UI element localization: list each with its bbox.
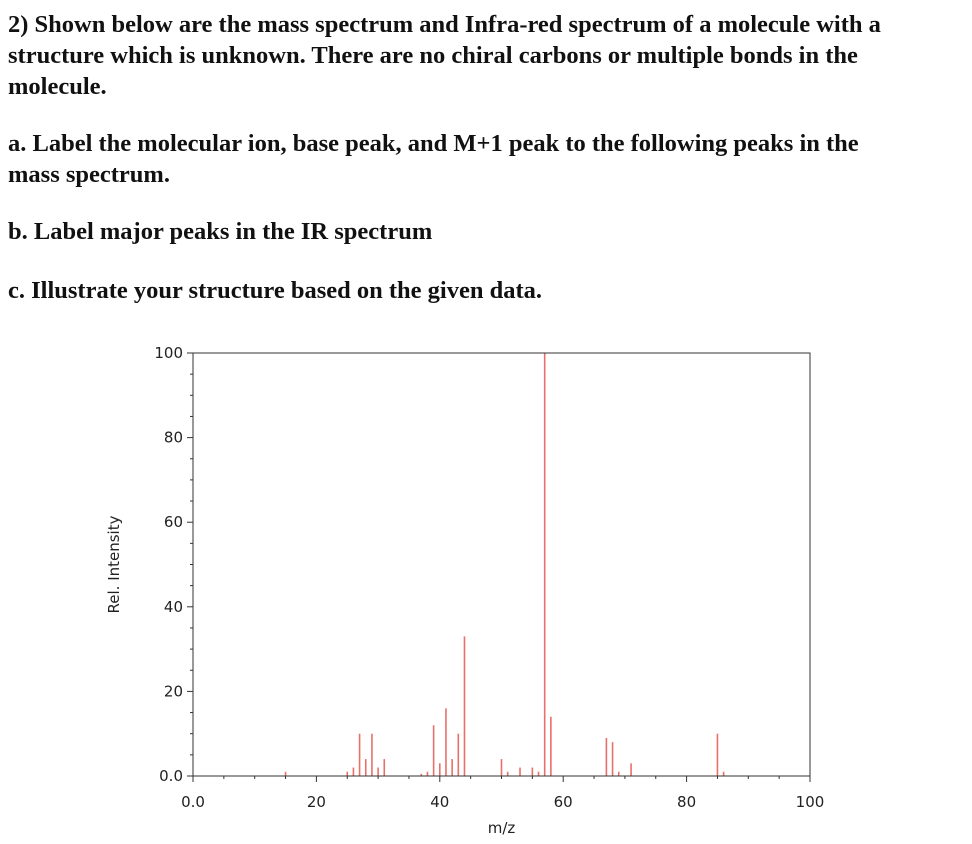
y-tick-label: 20: [164, 682, 183, 700]
x-tick-label: 20: [307, 793, 326, 811]
ticks-layer: 0.0 20 40 60 80 100 0.0 20 40 60 80 100: [154, 344, 824, 811]
y-tick-label: 100: [154, 344, 183, 362]
x-axis-label: m/z: [488, 819, 516, 837]
y-axis-label: Rel. Intensity: [105, 515, 123, 613]
x-tick-label: 80: [677, 793, 696, 811]
y-tick-label: 80: [164, 429, 183, 447]
question-heading-line-3: molecule.: [8, 73, 107, 100]
part-b-text: b. Label major peaks in the IR spectrum: [8, 218, 433, 245]
question-heading-line-1: 2) Shown below are the mass spectrum and…: [8, 11, 881, 38]
x-tick-label: 0.0: [181, 793, 205, 811]
plot-frame: [192, 352, 811, 777]
y-tick-label: 0.0: [159, 767, 183, 785]
y-tick-label: 40: [164, 598, 183, 616]
x-tick-label: 100: [796, 793, 825, 811]
x-tick-label: 40: [430, 793, 449, 811]
y-tick-label: 60: [164, 513, 183, 531]
question-heading-line-2: structure which is unknown. There are no…: [8, 42, 858, 69]
part-c-text: c. Illustrate your structure based on th…: [8, 277, 542, 304]
x-tick-label: 60: [554, 793, 573, 811]
part-a-line-1: a. Label the molecular ion, base peak, a…: [8, 130, 859, 157]
bars-layer: [284, 353, 725, 776]
part-a-line-2: mass spectrum.: [8, 161, 170, 188]
